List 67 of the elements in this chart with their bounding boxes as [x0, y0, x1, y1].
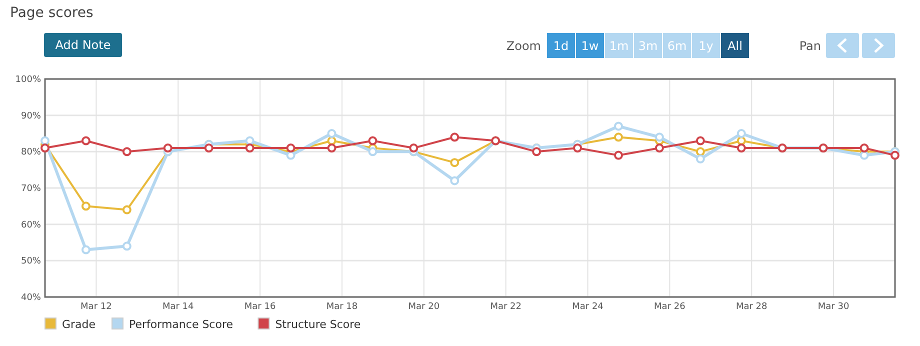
- x-tick-label: Mar 28: [736, 302, 768, 312]
- y-tick-label: 40%: [20, 293, 42, 303]
- point: [327, 129, 336, 138]
- point: [81, 202, 90, 211]
- legend-label: Structure Score: [275, 318, 361, 331]
- point: [122, 242, 132, 251]
- x-tick-label: Mar 30: [818, 302, 850, 312]
- x-tick-label: Mar 14: [162, 302, 194, 312]
- point: [327, 144, 336, 153]
- zoom-button: 6m: [663, 33, 691, 58]
- point: [245, 136, 254, 146]
- point: [450, 158, 460, 168]
- y-tick-label: 90%: [20, 111, 42, 122]
- point: [860, 150, 869, 160]
- text: Zoom: [506, 39, 541, 53]
- point: [204, 144, 214, 153]
- point: [532, 147, 542, 156]
- zoom-button: 1w: [576, 33, 604, 58]
- point: [368, 136, 378, 146]
- point: [614, 150, 623, 160]
- text: Pan: [799, 39, 821, 53]
- zoom-button: All: [721, 33, 749, 58]
- x-tick-label: Mar 22: [490, 302, 522, 312]
- point: [614, 122, 623, 131]
- zoom-button: 1y: [692, 33, 720, 58]
- x-tick-label: Mar 18: [326, 302, 358, 312]
- y-tick-label: 70%: [20, 184, 42, 194]
- point: [81, 245, 90, 254]
- zoom-button: 3m: [634, 33, 662, 58]
- point: [696, 147, 705, 156]
- point: [409, 144, 418, 153]
- y-tick-label: 50%: [20, 256, 42, 267]
- x-tick-label: Mar 26: [654, 302, 686, 312]
- legend-label: Performance Score: [129, 318, 234, 331]
- x-tick-label: Mar 20: [408, 302, 440, 312]
- legend-label: Grade: [62, 318, 96, 331]
- point: [696, 136, 705, 146]
- point: [368, 147, 378, 156]
- y-tick-label: 60%: [20, 220, 42, 230]
- point: [286, 144, 296, 153]
- x-tick-label: Mar 16: [244, 302, 276, 312]
- point: [245, 144, 254, 153]
- point: [122, 147, 132, 156]
- point: [450, 176, 460, 186]
- point: [614, 132, 623, 142]
- point: [40, 144, 50, 153]
- point: [654, 132, 664, 142]
- point: [163, 144, 172, 153]
- point: [122, 205, 132, 214]
- zoom-button: 1m: [605, 33, 633, 58]
- point: [450, 132, 460, 142]
- point: [654, 144, 664, 153]
- point: [736, 129, 746, 138]
- point: [286, 150, 296, 160]
- point: [573, 144, 582, 153]
- x-tick-label: Mar 12: [80, 302, 112, 312]
- zoom-button: 1d: [547, 33, 575, 58]
- point: [40, 136, 50, 146]
- x-tick-label: Mar 24: [572, 302, 604, 312]
- point: [696, 154, 705, 164]
- y-tick-label: 100%: [15, 75, 42, 85]
- chart-title: Page scores: [10, 5, 94, 21]
- point: [736, 144, 746, 153]
- point: [860, 144, 869, 153]
- point: [81, 136, 90, 146]
- add-note-button: Add Note: [44, 33, 122, 57]
- y-tick-label: 80%: [20, 148, 42, 158]
